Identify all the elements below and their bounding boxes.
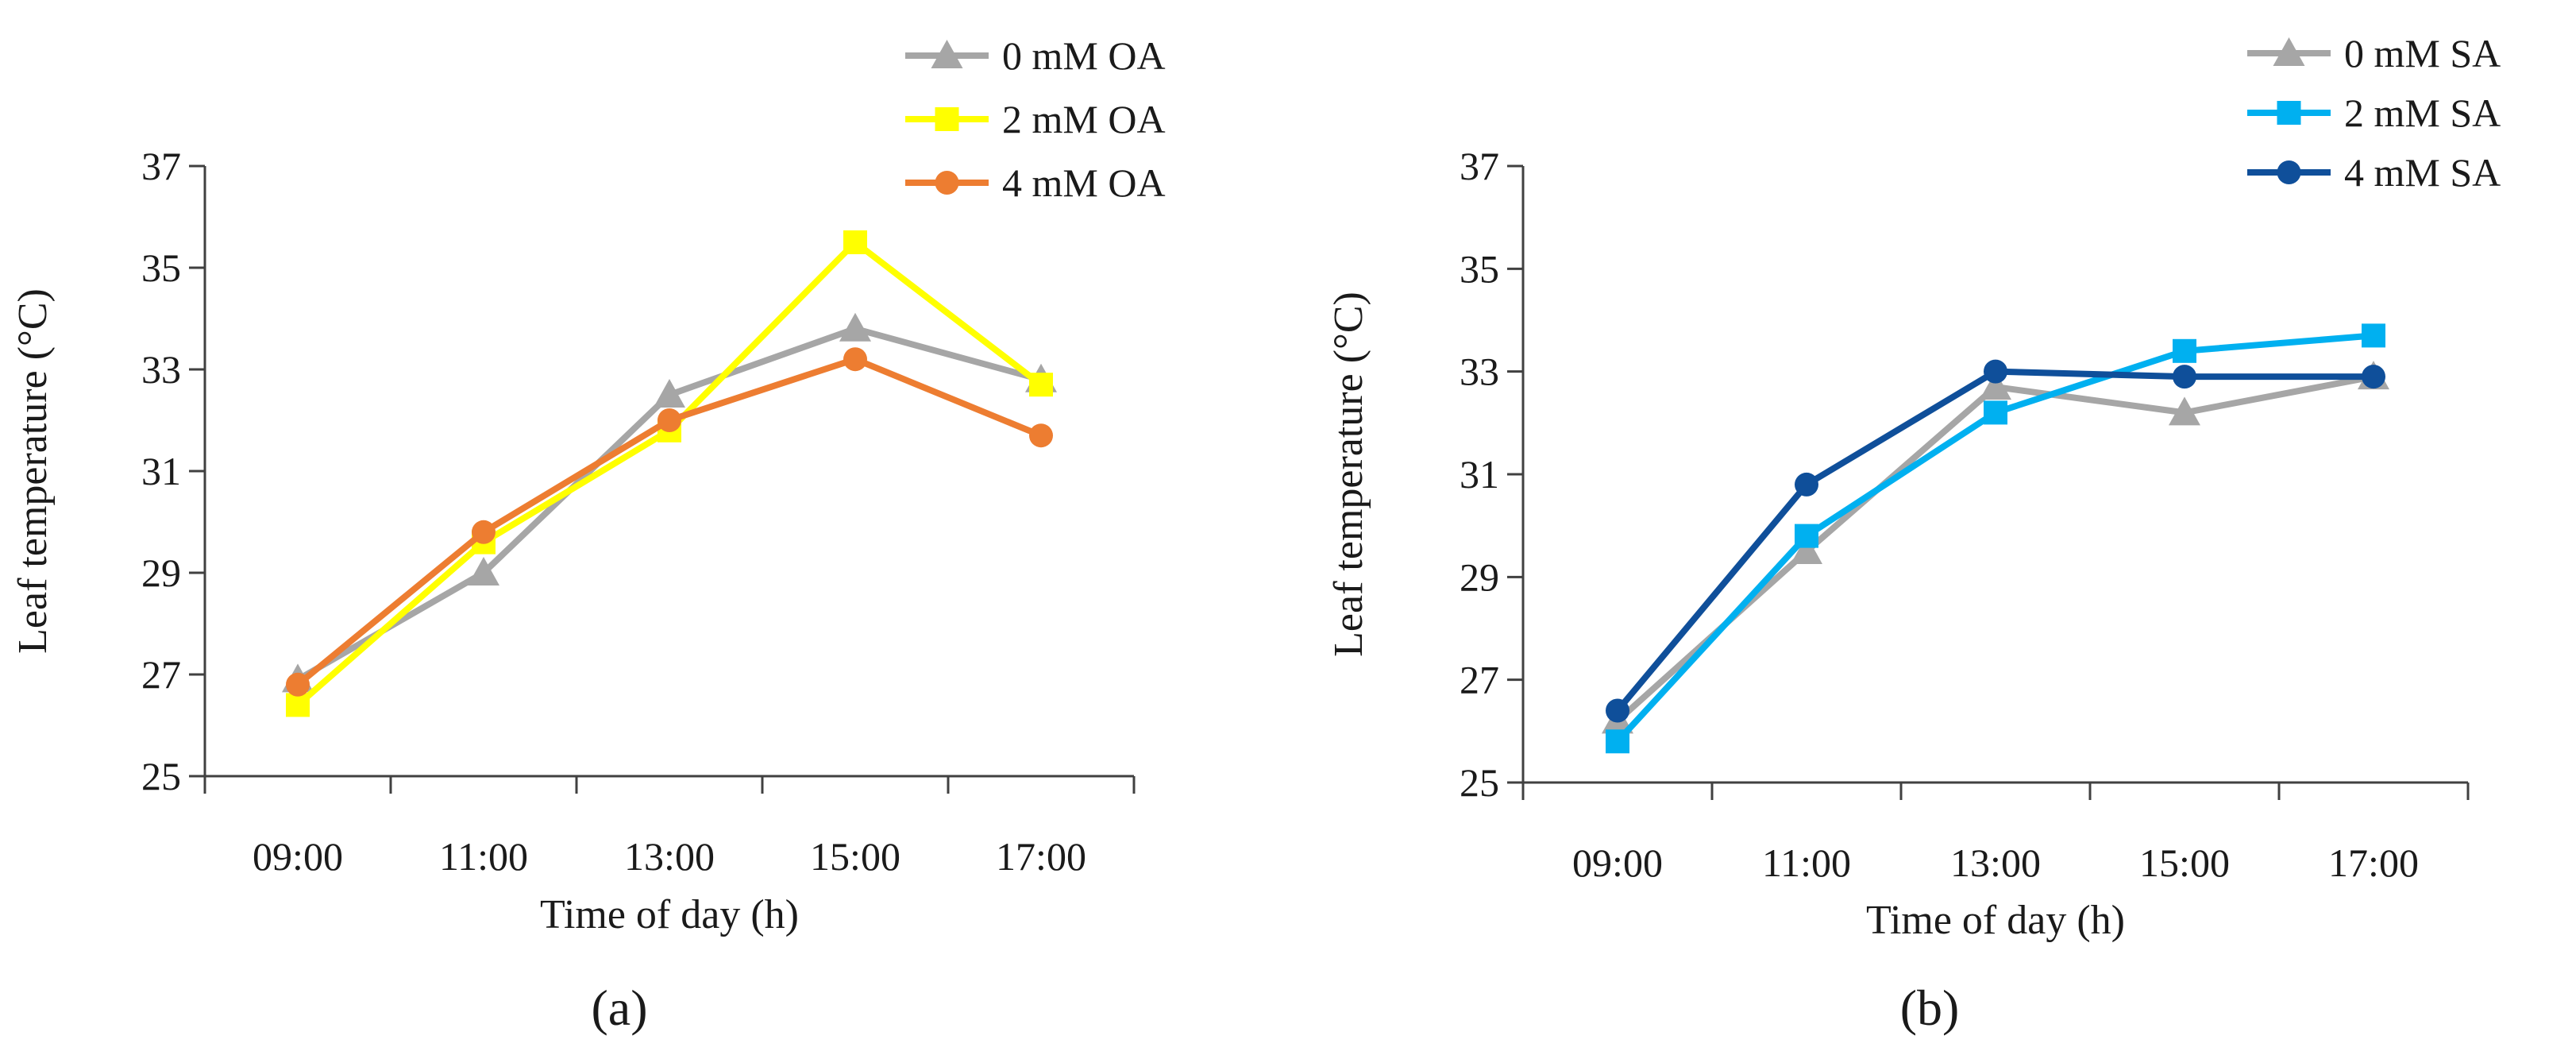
y-tick-label-a: 37 [141,144,181,188]
data-point-b-2 [2362,365,2385,389]
y-tick-label-b: 27 [1460,658,1499,702]
data-point-a-2 [657,408,681,432]
data-point-b-0 [2169,396,2200,426]
y-tick-label-b: 29 [1460,555,1499,599]
data-point-b-1 [1984,400,2007,425]
y-tick-label-b: 33 [1460,350,1499,394]
data-point-a-2 [286,672,310,697]
y-tick-label-a: 35 [141,245,181,290]
y-tick-label-a: 27 [141,652,181,697]
x-tick-label-a: 13:00 [624,834,715,879]
legend-marker-a-2 [935,171,959,195]
y-tick-label-a: 25 [141,754,181,798]
data-point-b-0 [1791,535,1822,564]
x-axis-title-a: Time of day (h) [540,892,799,937]
data-point-b-2 [1606,698,1629,723]
legend-marker-a-1 [935,107,959,131]
data-point-a-0 [468,557,499,585]
legend-label-a-0: 0 mM OA [1002,33,1166,78]
y-tick-label-b: 35 [1460,246,1499,291]
data-point-a-2 [1029,423,1053,448]
y-tick-label-b: 37 [1460,144,1499,188]
x-tick-label-b: 15:00 [2139,841,2230,885]
data-point-b-1 [1606,729,1629,754]
data-point-b-0 [1980,371,2011,400]
legend-marker-b-1 [2277,101,2301,125]
y-axis-title-b: Leaf temperature (°C) [1326,292,1371,657]
data-point-a-2 [843,347,867,372]
data-point-a-0 [839,312,871,342]
data-point-b-1 [2362,323,2385,348]
legend-marker-a-0 [931,40,963,68]
x-tick-label-b: 11:00 [1762,841,1851,885]
legend-label-b-1: 2 mM SA [2344,91,2501,135]
panel-a: 25 27 29 31 33 35 37 09:00 11:00 13:00 15:00 17:00 T… [10,33,1166,1036]
data-point-b-1 [2173,338,2196,363]
data-point-a-0 [654,379,685,408]
series-line-a-2 [295,356,1043,687]
series-line-a-1 [295,239,1043,708]
y-tick-label-b: 25 [1460,760,1499,805]
y-tick-label-a: 29 [141,551,181,595]
x-tick-label-a: 15:00 [810,834,900,879]
data-point-b-2 [1795,472,1818,497]
data-point-b-2 [1984,359,2007,384]
data-point-a-1 [286,693,310,717]
legend-label-b-0: 0 mM SA [2344,31,2501,75]
data-point-b-1 [1795,524,1818,548]
y-axis-title-a: Leaf temperature (°C) [10,288,56,654]
x-tick-label-a: 09:00 [253,834,343,879]
panel-b: 25 27 29 31 33 35 37 09:00 11:00 13:00 15:00 17:00 T… [1326,31,2501,1036]
data-point-a-1 [843,230,867,254]
panel-label-b: (b) [1900,980,1960,1036]
data-point-a-1 [1029,373,1053,397]
y-tick-label-a: 33 [141,347,181,392]
y-tick-label-a: 31 [141,449,181,493]
x-axis-title-b: Time of day (h) [1866,898,2125,943]
x-tick-label-b: 09:00 [1572,841,1663,885]
legend-marker-b-2 [2277,160,2301,184]
x-tick-label-a: 17:00 [996,834,1086,879]
series-line-b-0 [1615,373,2374,724]
x-tick-label-a: 11:00 [439,834,528,879]
legend-label-a-2: 4 mM OA [1002,160,1166,205]
x-tick-label-b: 13:00 [1950,841,2041,885]
y-tick-label-b: 31 [1460,452,1499,497]
panel-label-a: (a) [591,980,647,1036]
x-tick-label-b: 17:00 [2328,841,2419,885]
legend-label-b-2: 4 mM SA [2344,150,2501,195]
data-point-b-2 [2173,365,2196,389]
legend-marker-b-0 [2273,37,2305,66]
data-point-a-2 [472,520,496,544]
legend-label-a-1: 2 mM OA [1002,97,1166,141]
